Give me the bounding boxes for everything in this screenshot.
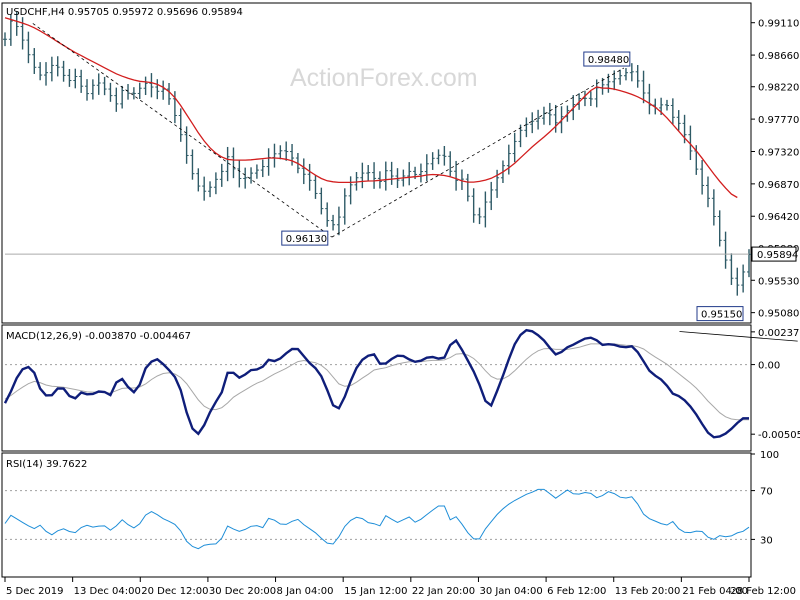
price-level-label: 0.98480 — [588, 55, 629, 66]
macd-panel-frame — [1, 324, 752, 452]
current-price-label: 0.95894 — [757, 250, 798, 261]
price-level-label: 0.95150 — [701, 310, 742, 321]
price-level-box — [281, 230, 329, 246]
rsi-tick-label: 100 — [760, 450, 779, 461]
price-panel-title: USDCHF,H4 0.95705 0.95972 0.95696 0.9589… — [6, 7, 243, 18]
price-tick-label: 0.95080 — [758, 309, 799, 320]
rsi-line — [4, 488, 750, 550]
macd-tick-label: 0.002375 — [758, 328, 800, 339]
time-tick-label: 20 Dec 12:00 — [141, 586, 208, 597]
trendline-dashed — [331, 67, 625, 238]
time-tick-label: 13 Dec 04:00 — [74, 586, 141, 597]
price-annotations: 0.95894 0.96130 0.98480 0.95150 — [5, 23, 798, 322]
macd-axis: 0.002375 0.00 -0.005052 — [5, 328, 800, 441]
macd-panel-title: MACD(12,26,9) -0.003870 -0.004467 — [6, 331, 191, 342]
moving-average-line — [4, 17, 738, 199]
time-tick-label: 15 Jan 12:00 — [344, 586, 407, 597]
price-tick-label: 0.95530 — [758, 276, 799, 287]
time-tick-label: 22 Jan 20:00 — [412, 586, 475, 597]
price-level-box — [583, 51, 631, 67]
time-tick-label: 6 Feb 12:00 — [547, 586, 606, 597]
rsi-axis: 100 70 30 — [5, 450, 779, 546]
price-tick-label: 0.97770 — [758, 115, 799, 126]
time-tick-label: 28 Feb 12:00 — [730, 586, 796, 597]
rsi-tick-label: 30 — [760, 535, 773, 546]
price-level-box — [696, 306, 744, 322]
price-tick-label: 0.96870 — [758, 180, 799, 191]
macd-main-line — [3, 328, 749, 439]
time-tick-label: 5 Dec 2019 — [6, 586, 64, 597]
time-tick-label: 8 Jan 04:00 — [277, 586, 334, 597]
watermark: ActionForex.com — [290, 64, 478, 92]
trendline-dashed — [32, 23, 333, 238]
rsi-panel-frame — [1, 452, 752, 578]
time-tick-label: 30 Dec 20:00 — [209, 586, 276, 597]
price-tick-label: 0.99110 — [758, 19, 799, 30]
time-tick-label: 13 Feb 20:00 — [615, 586, 681, 597]
price-level-label: 0.96130 — [286, 234, 327, 245]
price-tick-label: 0.96420 — [758, 212, 799, 223]
macd-lines — [3, 328, 798, 439]
time-axis: 5 Dec 2019 13 Dec 04:00 20 Dec 12:00 30 Dec… — [4, 577, 796, 597]
price-tick-label: 0.98660 — [758, 51, 799, 62]
rsi-tick-label: 70 — [760, 487, 773, 498]
price-tick-label: 0.97320 — [758, 147, 799, 158]
rsi-panel-title: RSI(14) 39.7622 — [6, 459, 87, 470]
macd-tick-label: -0.005052 — [758, 430, 800, 441]
current-price-box — [751, 246, 797, 262]
rsi-line — [4, 488, 750, 550]
price-bars — [3, 11, 751, 296]
macd-trendline — [679, 331, 798, 342]
time-tick-label: 30 Jan 04:00 — [479, 586, 542, 597]
price-panel-frame — [1, 2, 752, 324]
price-tick-label: 0.98220 — [758, 83, 799, 94]
macd-tick-label: 0.00 — [758, 361, 780, 372]
time-tick-label: 21 Feb 04:00 — [682, 586, 748, 597]
